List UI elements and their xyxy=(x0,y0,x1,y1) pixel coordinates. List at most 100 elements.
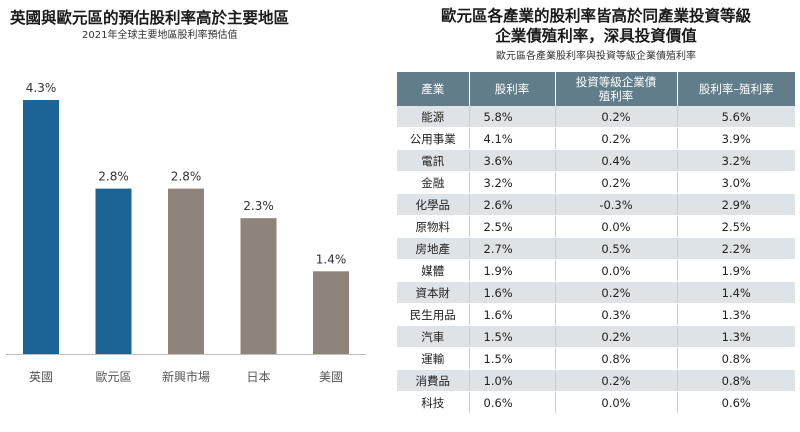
cell-dividend-yield: 2.6% xyxy=(469,193,556,216)
cell-dividend-yield: 0.6% xyxy=(469,391,556,414)
header-dividend-yield: 股利率 xyxy=(469,72,556,106)
header-yield-spread: 股利率–殖利率 xyxy=(677,72,795,106)
cell-spread: 2.5% xyxy=(677,215,795,238)
cell-spread: 3.2% xyxy=(677,149,795,172)
cell-spread: 5.6% xyxy=(677,106,795,128)
right-title-line1: 歐元區各產業的股利率皆高於同產業投資等級 xyxy=(440,7,751,25)
cell-bond-yield: 0.2% xyxy=(555,171,678,194)
cell-spread: 1.3% xyxy=(677,303,795,326)
table-row: 科技 0.6% 0.0% 0.6% xyxy=(397,391,795,414)
cell-spread: 2.9% xyxy=(677,193,795,216)
cell-spread: 0.8% xyxy=(677,347,795,370)
bar xyxy=(23,100,59,354)
table-header-row: 產業 股利率 投資等級企業債 殖利率 股利率–殖利率 xyxy=(397,72,795,106)
cell-bond-yield: 0.5% xyxy=(555,237,678,260)
table-row: 資本財 1.6% 0.2% 1.4% xyxy=(397,281,795,304)
bar-value-label: 4.3% xyxy=(26,81,57,95)
table-row: 公用事業 4.1% 0.2% 3.9% xyxy=(397,127,795,150)
cell-bond-yield: 0.0% xyxy=(555,215,678,238)
cell-bond-yield: 0.2% xyxy=(555,127,678,150)
cell-bond-yield: 0.2% xyxy=(555,369,678,392)
cell-spread: 0.8% xyxy=(677,369,795,392)
cell-spread: 1.3% xyxy=(677,325,795,348)
cell-dividend-yield: 2.7% xyxy=(469,237,556,260)
cell-dividend-yield: 1.9% xyxy=(469,259,556,282)
cell-dividend-yield: 4.1% xyxy=(469,127,556,150)
cell-bond-yield: 0.0% xyxy=(555,259,678,282)
table-row: 金融 3.2% 0.2% 3.0% xyxy=(397,171,795,194)
table-row: 民生用品 1.6% 0.3% 1.3% xyxy=(397,303,795,326)
left-chart-title: 英國與歐元區的預估股利率高於主要地區 xyxy=(10,9,290,27)
bar xyxy=(313,271,349,354)
cell-sector: 原物料 xyxy=(397,215,470,238)
category-label: 日本 xyxy=(246,370,270,384)
cell-bond-yield: 0.8% xyxy=(555,347,678,370)
table-row: 媒體 1.9% 0.0% 1.9% xyxy=(397,259,795,282)
table-row: 能源 5.8% 0.2% 5.6% xyxy=(397,106,795,128)
cell-sector: 汽車 xyxy=(397,325,470,348)
cell-dividend-yield: 1.6% xyxy=(469,303,556,326)
cell-spread: 0.6% xyxy=(677,391,795,414)
category-label: 歐元區 xyxy=(95,369,131,384)
cell-sector: 能源 xyxy=(397,106,470,128)
cell-sector: 媒體 xyxy=(397,259,470,282)
bar xyxy=(240,218,277,354)
cell-dividend-yield: 1.6% xyxy=(469,281,556,304)
dividend-yield-chart-panel: 4.3% 英國 2.8% 歐元區 2.8% 新興市場 2.3% 日本 1.4% 美國 英國與歐元區… xyxy=(0,0,380,432)
bar-value-label: 1.4% xyxy=(316,252,347,266)
sector-table-panel: 歐元區各產業的股利率皆高於同產業投資等級 企業債殖利率，深具投資價值 歐元區各產… xyxy=(392,0,800,432)
cell-dividend-yield: 1.5% xyxy=(469,347,556,370)
cell-dividend-yield: 1.0% xyxy=(469,369,556,392)
left-chart-subtitle: 2021年全球主要地區股利率預估值 xyxy=(82,30,238,41)
cell-sector: 運輸 xyxy=(397,347,470,370)
cell-spread: 3.9% xyxy=(677,127,795,150)
header-ig-bond-yield: 投資等級企業債 殖利率 xyxy=(555,72,678,106)
right-title-line2: 企業債殖利率，深具投資價值 xyxy=(495,27,697,45)
category-label: 美國 xyxy=(319,370,343,384)
table-row: 運輸 1.5% 0.8% 0.8% xyxy=(397,347,795,370)
table-row: 化學品 2.6% -0.3% 2.9% xyxy=(397,193,795,216)
table-row: 房地產 2.7% 0.5% 2.2% xyxy=(397,237,795,260)
cell-sector: 房地產 xyxy=(397,237,470,260)
cell-sector: 電訊 xyxy=(397,149,470,172)
cell-sector: 資本財 xyxy=(397,281,470,304)
cell-bond-yield: 0.2% xyxy=(555,281,678,304)
cell-sector: 金融 xyxy=(397,171,470,194)
table-row: 原物料 2.5% 0.0% 2.5% xyxy=(397,215,795,238)
right-subtitle: 歐元區各產業股利率與投資等級企業債殖利率 xyxy=(496,51,696,62)
cell-dividend-yield: 3.6% xyxy=(469,149,556,172)
cell-dividend-yield: 1.5% xyxy=(469,325,556,348)
cell-sector: 科技 xyxy=(397,391,470,414)
cell-bond-yield: 0.0% xyxy=(555,391,678,414)
cell-dividend-yield: 5.8% xyxy=(469,106,556,128)
table-row: 汽車 1.5% 0.2% 1.3% xyxy=(397,325,795,348)
cell-bond-yield: 0.2% xyxy=(555,106,678,128)
cell-dividend-yield: 2.5% xyxy=(469,215,556,238)
bar-chart: 4.3% 英國 2.8% 歐元區 2.8% 新興市場 2.3% 日本 1.4% 美國 xyxy=(6,81,366,384)
table-body: 能源 5.8% 0.2% 5.6% 公用事業 4.1% 0.2% 3.9% 電訊 3.6% 0.4%… xyxy=(397,106,795,414)
cell-bond-yield: -0.3% xyxy=(555,193,678,216)
cell-bond-yield: 0.4% xyxy=(555,149,678,172)
table-row: 電訊 3.6% 0.4% 3.2% xyxy=(397,149,795,172)
right-title: 歐元區各產業的股利率皆高於同產業投資等級 企業債殖利率，深具投資價值 xyxy=(392,6,800,46)
cell-sector: 化學品 xyxy=(397,193,470,216)
category-label: 新興市場 xyxy=(162,369,210,384)
cell-bond-yield: 0.3% xyxy=(555,303,678,326)
bar xyxy=(95,188,132,354)
sector-yield-table: 產業 股利率 投資等級企業債 殖利率 股利率–殖利率 能源 5.8% 0.2% 5.6% 公用… xyxy=(397,72,795,414)
cell-sector: 消費品 xyxy=(397,369,470,392)
bar-value-label: 2.8% xyxy=(171,170,202,184)
cell-spread: 1.9% xyxy=(677,259,795,282)
table-row: 消費品 1.0% 0.2% 0.8% xyxy=(397,369,795,392)
cell-sector: 民生用品 xyxy=(397,303,470,326)
bar xyxy=(168,188,204,354)
cell-bond-yield: 0.2% xyxy=(555,325,678,348)
header-sector: 產業 xyxy=(397,72,470,106)
cell-spread: 1.4% xyxy=(677,281,795,304)
cell-dividend-yield: 3.2% xyxy=(469,171,556,194)
bar-value-label: 2.8% xyxy=(98,170,129,184)
category-label: 英國 xyxy=(29,370,53,384)
cell-spread: 2.2% xyxy=(677,237,795,260)
bar-value-label: 2.3% xyxy=(243,199,274,213)
